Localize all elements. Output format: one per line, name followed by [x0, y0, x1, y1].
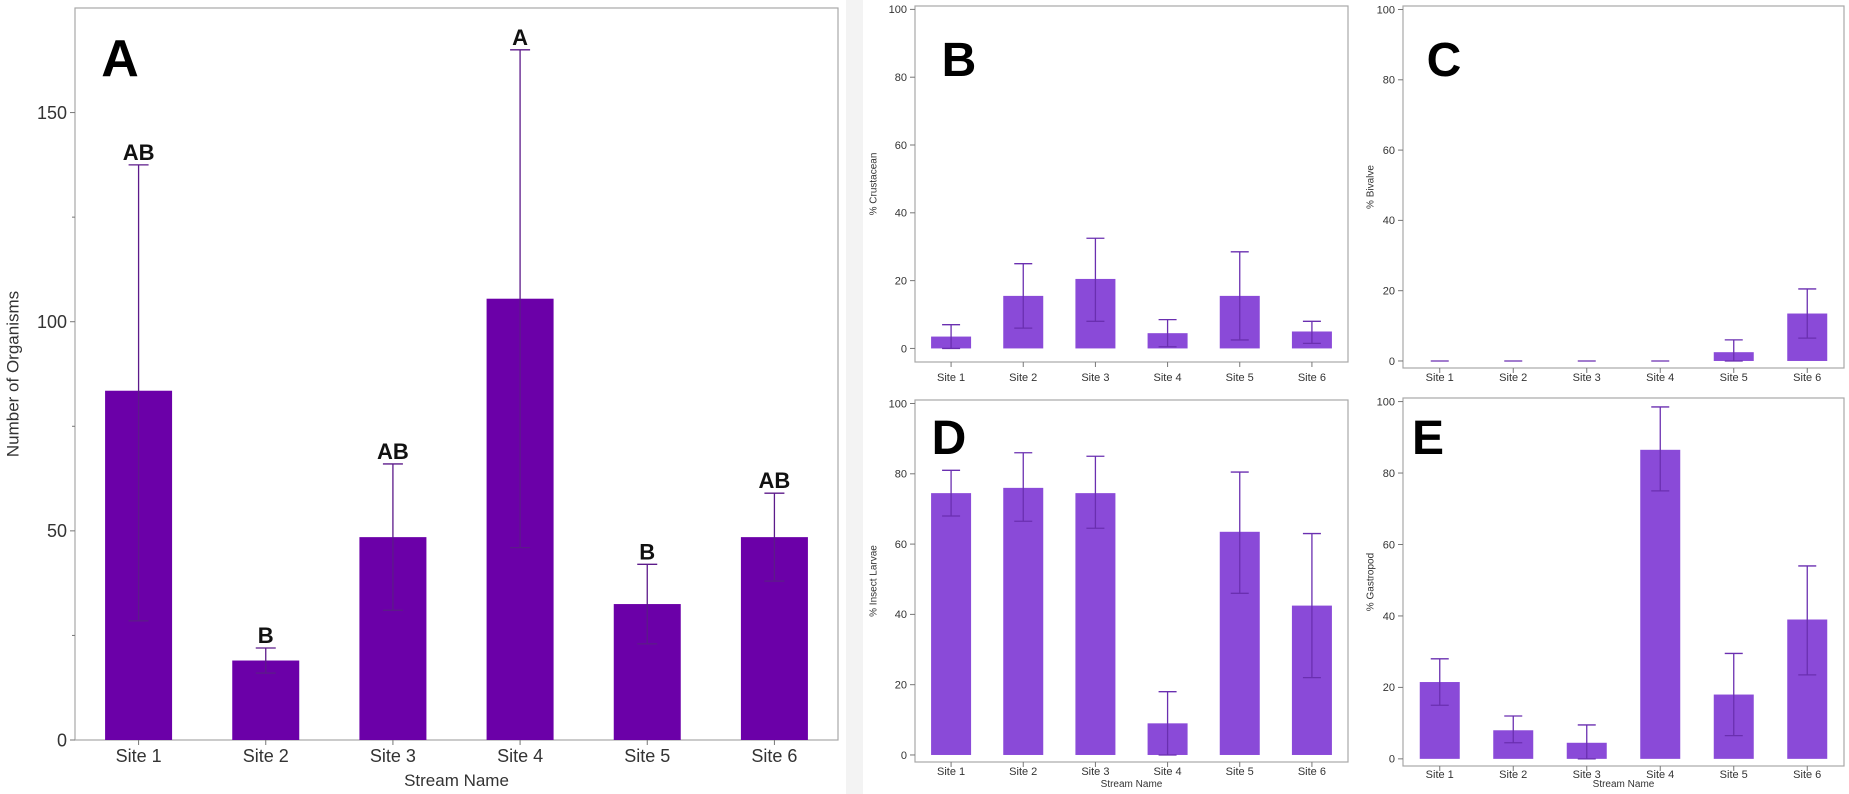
x-tick-label: Site 1 [1426, 769, 1454, 781]
x-tick-label: Site 3 [1573, 769, 1601, 781]
y-tick-label: 20 [1383, 286, 1395, 298]
group-label: B [639, 539, 655, 564]
plot-frame [74, 7, 839, 741]
x-tick-label: Site 4 [1646, 372, 1674, 384]
x-tick-label: Site 6 [1793, 372, 1821, 384]
y-tick-label: 20 [1383, 682, 1395, 694]
y-tick-label: 80 [1383, 468, 1395, 480]
x-tick-label: Site 4 [1646, 769, 1674, 781]
y-tick-label: 0 [1389, 356, 1395, 368]
bar-site-3 [1075, 493, 1116, 755]
y-tick-label: 60 [1383, 539, 1395, 551]
x-tick-label: Site 2 [1499, 769, 1527, 781]
chart-b: 0 20 40 60 80 100 Site 1 Site 2 Site 3 Site 4 Site… [869, 4, 1349, 384]
y-tick-label: 150 [37, 103, 67, 123]
y-tick-label: 80 [895, 72, 907, 84]
x-tick-label: Site 5 [1226, 372, 1254, 384]
plot-frame [1402, 5, 1845, 369]
x-axis-label: Stream Name [1101, 779, 1163, 790]
y-tick-label: 20 [895, 680, 907, 692]
y-tick-label: 0 [901, 750, 907, 762]
x-tick-label: Site 1 [937, 372, 965, 384]
panel-c: 0 20 40 60 80 100 Site 1 Site 2 Site 3 Site 4 Site… [1360, 0, 1849, 390]
y-tick-label: 40 [1383, 215, 1395, 227]
x-tick-label: Site 5 [624, 746, 670, 766]
chart-e: 0 20 40 60 80 100 Site 1 Site 2 Site 3 Site 4 Site… [1366, 396, 1845, 790]
x-tick-label: Site 1 [1426, 372, 1454, 384]
group-label: AB [759, 468, 791, 493]
panel-letter: A [101, 30, 139, 88]
panel-letter: B [942, 34, 977, 87]
x-tick-label: Site 6 [751, 746, 797, 766]
y-tick-label: 40 [1383, 611, 1395, 623]
x-tick-label: Site 6 [1298, 372, 1326, 384]
x-tick-label: Site 2 [1009, 766, 1037, 778]
y-tick-label: 60 [1383, 145, 1395, 157]
x-tick-label: Site 1 [937, 766, 965, 778]
bar-site-4 [1640, 449, 1681, 759]
y-axis-label: Number of Organisms [3, 291, 22, 457]
panel-d: 0 20 40 60 80 100 Site 1 Site 2 Site 3 Site 4 Site… [863, 390, 1360, 794]
plot-frame [914, 399, 1349, 763]
y-tick-label: 60 [895, 539, 907, 551]
x-tick-label: Site 5 [1720, 372, 1748, 384]
x-tick-label: Site 2 [1009, 372, 1037, 384]
y-tick-label: 80 [895, 469, 907, 481]
y-tick-label: 0 [57, 730, 67, 750]
x-tick-label: Site 3 [1081, 372, 1109, 384]
panel-e: 0 20 40 60 80 100 Site 1 Site 2 Site 3 Site 4 Site… [1360, 390, 1849, 794]
x-tick-label: Site 3 [1081, 766, 1109, 778]
chart-d: 0 20 40 60 80 100 Site 1 Site 2 Site 3 Site 4 Site… [869, 398, 1349, 790]
y-tick-label: 0 [1389, 754, 1395, 766]
group-label: B [258, 623, 274, 648]
y-tick-label: 40 [895, 609, 907, 621]
y-axis-label: % Crustacean [869, 153, 880, 216]
y-tick-label: 0 [901, 343, 907, 355]
y-tick-label: 40 [895, 208, 907, 220]
y-tick-label: 20 [895, 275, 907, 287]
y-axis-label: % Bivalve [1366, 165, 1377, 209]
panel-letter: E [1412, 412, 1444, 465]
y-tick-label: 100 [1377, 396, 1395, 408]
panel-letter: D [932, 412, 967, 465]
bar-site-2 [1003, 487, 1044, 755]
chart-c: 0 20 40 60 80 100 Site 1 Site 2 Site 3 Site 4 Site… [1366, 4, 1845, 384]
x-tick-label: Site 4 [497, 746, 543, 766]
y-tick-label: 60 [895, 140, 907, 152]
panel-b: 0 20 40 60 80 100 Site 1 Site 2 Site 3 Site 4 Site… [863, 0, 1360, 390]
y-tick-label: 100 [889, 4, 907, 16]
x-tick-label: Site 5 [1720, 769, 1748, 781]
x-axis-label: Stream Name [404, 771, 509, 790]
x-tick-label: Site 6 [1793, 769, 1821, 781]
group-label: A [512, 25, 528, 50]
y-tick-label: 100 [889, 398, 907, 410]
x-tick-label: Site 3 [1573, 372, 1601, 384]
y-axis-label: % Gastropod [1366, 553, 1377, 611]
x-axis-label: Stream Name [1593, 779, 1655, 790]
x-tick-label: Site 4 [1154, 766, 1182, 778]
x-tick-label: Site 6 [1298, 766, 1326, 778]
x-tick-label: Site 1 [116, 746, 162, 766]
bar-site-1 [931, 493, 972, 755]
x-tick-label: Site 4 [1154, 372, 1182, 384]
plot-frame [1402, 397, 1845, 767]
y-axis-label: % Insect Larvae [869, 545, 880, 617]
bar-site-2 [232, 660, 300, 740]
x-tick-label: Site 3 [370, 746, 416, 766]
x-tick-label: Site 5 [1226, 766, 1254, 778]
plot-frame [914, 5, 1349, 363]
x-tick-label: Site 2 [243, 746, 289, 766]
y-tick-label: 50 [47, 521, 67, 541]
y-tick-label: 80 [1383, 75, 1395, 87]
group-label: AB [377, 439, 409, 464]
group-label: AB [123, 140, 155, 165]
x-tick-label: Site 2 [1499, 372, 1527, 384]
y-tick-label: 100 [1377, 4, 1395, 16]
panel-letter: C [1427, 34, 1462, 87]
y-tick-label: 100 [37, 312, 67, 332]
